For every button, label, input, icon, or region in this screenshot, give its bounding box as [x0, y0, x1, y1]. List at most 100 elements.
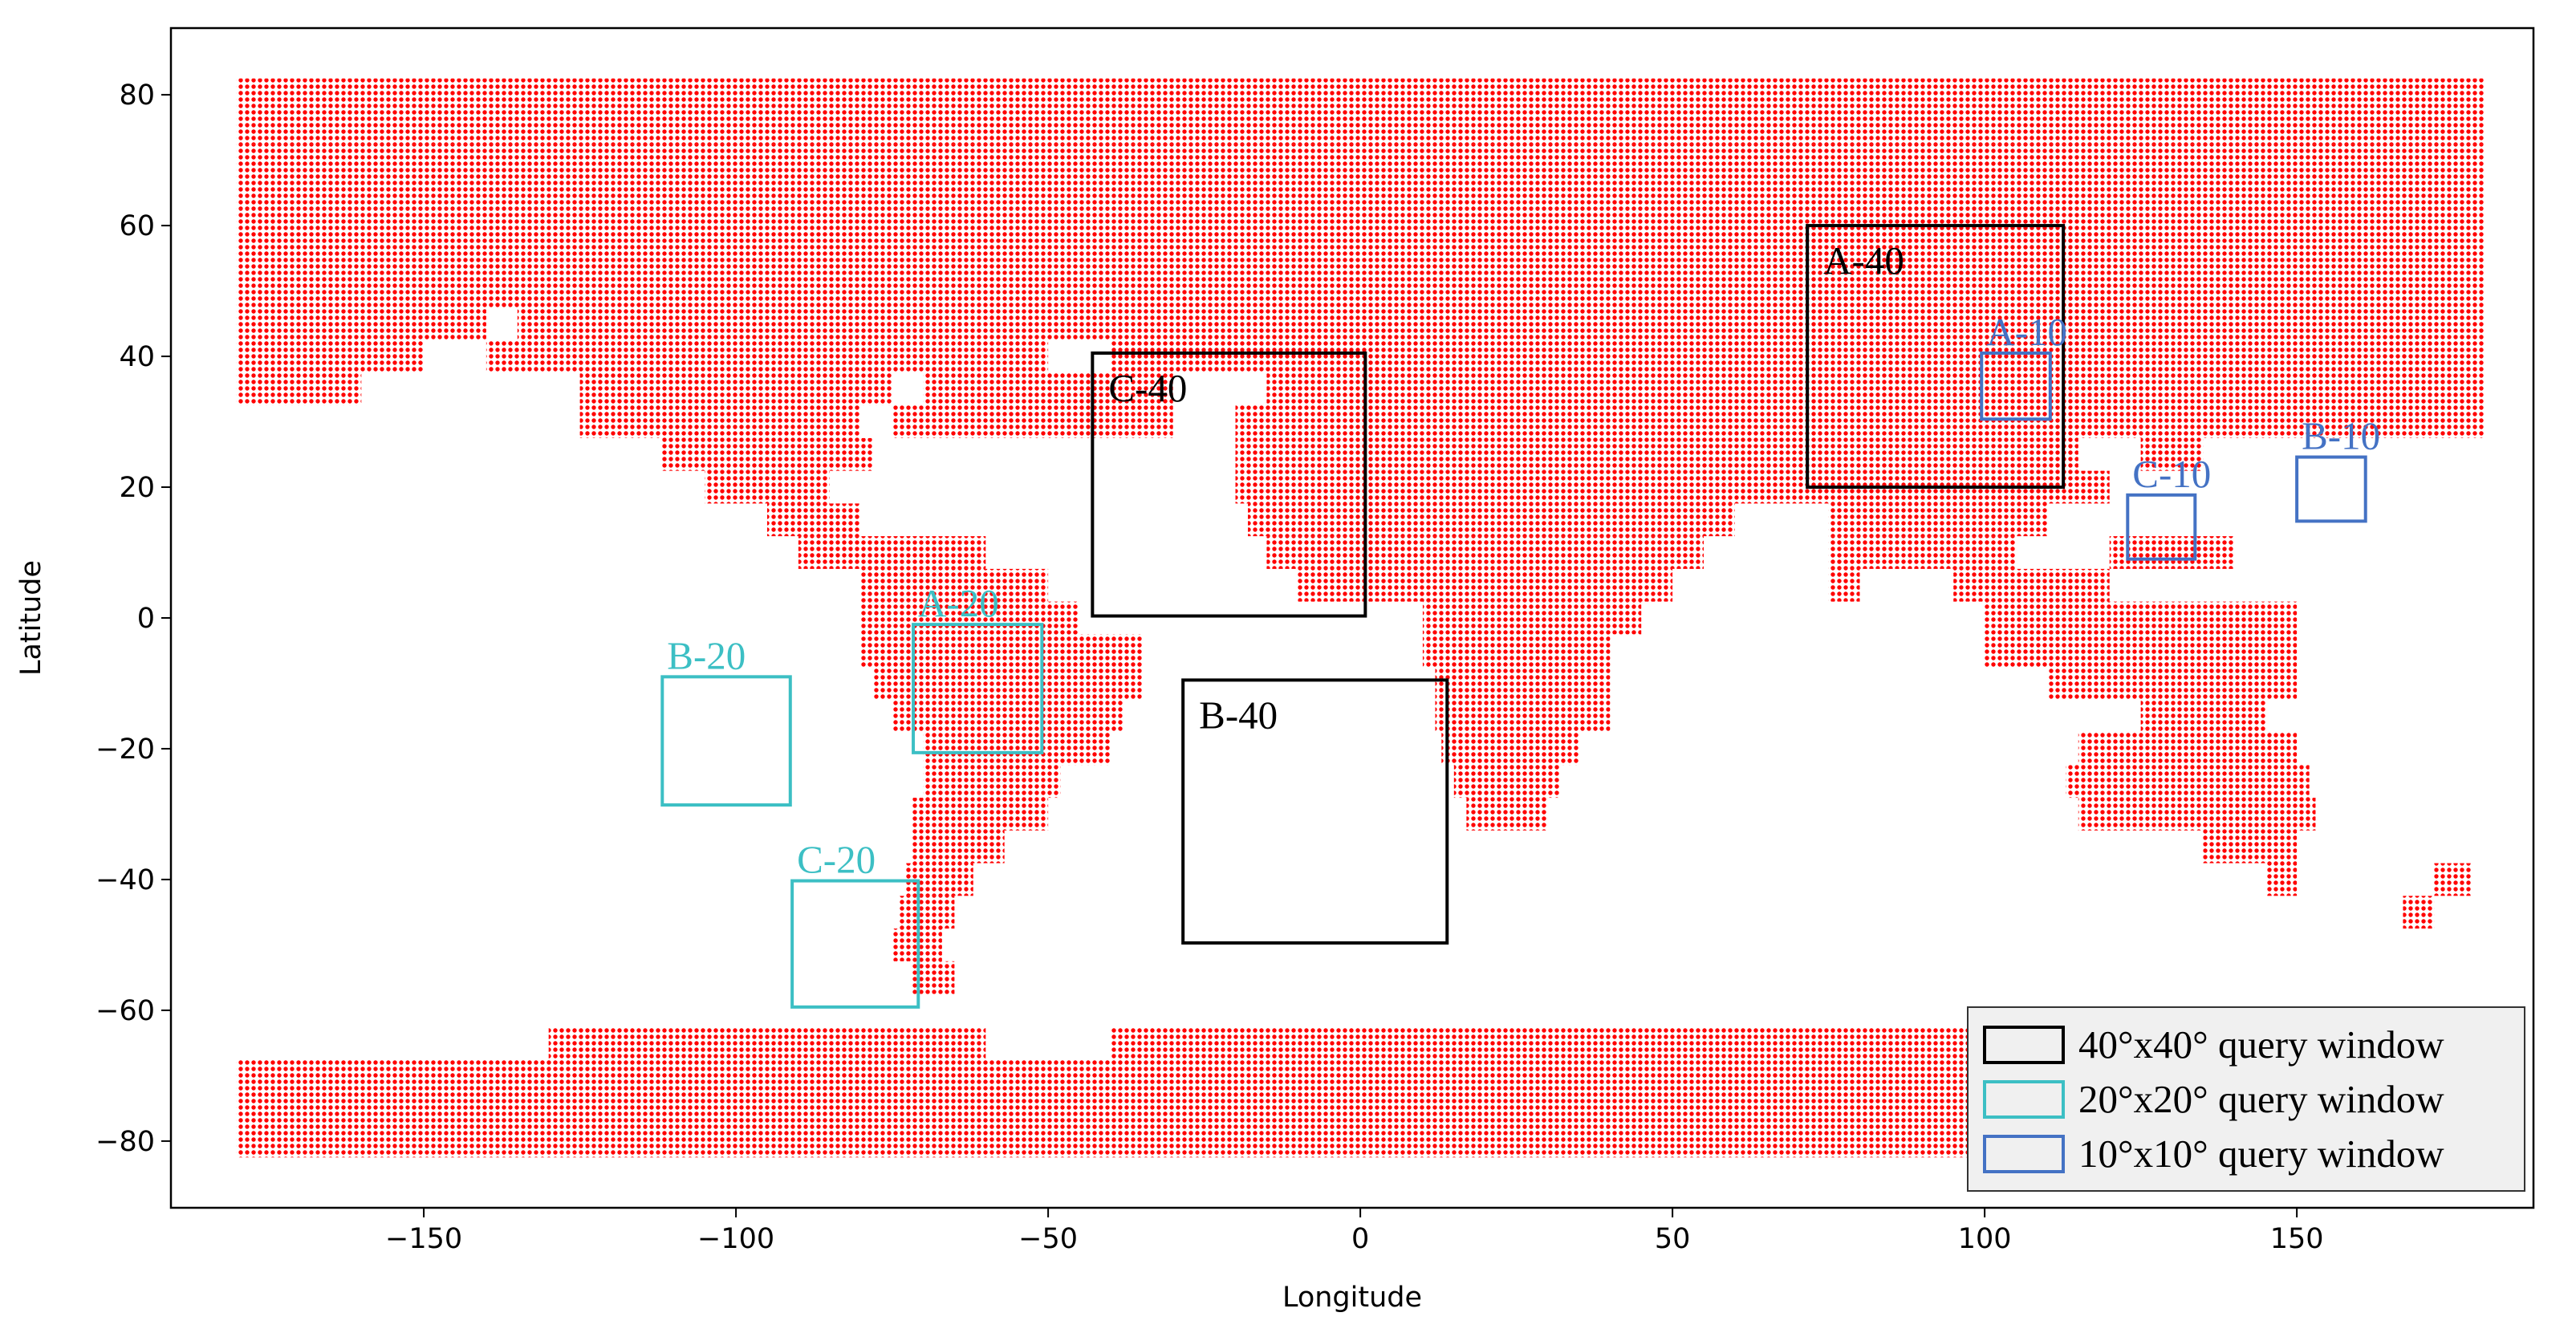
point-band	[2109, 536, 2235, 569]
query-window	[660, 675, 792, 807]
x-tick-label: −150	[385, 1223, 462, 1255]
point-band	[236, 209, 2485, 242]
point-band	[1422, 634, 1611, 668]
query-window	[1980, 351, 2052, 421]
point-band	[923, 732, 1111, 766]
window-label: B-10	[2302, 414, 2380, 458]
point-band	[860, 568, 1049, 602]
y-tick-label: 0	[137, 603, 155, 635]
window-label: C-40	[1108, 366, 1187, 410]
y-tick-label: 80	[119, 79, 155, 112]
x-tick-label: 0	[1351, 1223, 1369, 1255]
point-band	[1441, 732, 1579, 766]
point-band	[923, 372, 1173, 406]
point-band	[660, 437, 874, 471]
x-tick-label: 100	[1958, 1223, 2012, 1255]
x-tick-label: −100	[697, 1223, 774, 1255]
point-band	[1422, 601, 1642, 635]
point-band	[1828, 536, 2017, 569]
point-band	[1298, 568, 1673, 602]
x-axis-label: Longitude	[1282, 1282, 1422, 1314]
point-band	[1466, 798, 1548, 831]
y-axis-label: Latitude	[15, 560, 47, 676]
point-band	[910, 830, 1005, 864]
legend-label: 10°x10° query window	[2078, 1132, 2444, 1176]
point-band	[1110, 339, 2485, 373]
point-band	[892, 405, 1173, 438]
point-band	[898, 896, 955, 929]
query-window	[2126, 493, 2197, 561]
point-band	[2403, 896, 2435, 929]
point-band	[2078, 732, 2298, 766]
window-label: C-10	[2132, 452, 2211, 496]
window-label: B-40	[1199, 693, 1278, 737]
point-band	[860, 634, 1142, 668]
point-band	[2066, 765, 2310, 799]
point-band	[236, 307, 486, 340]
point-band	[1435, 699, 1611, 733]
point-band	[2140, 699, 2266, 733]
point-band	[548, 1026, 986, 1060]
point-band	[892, 699, 1123, 733]
query-window	[790, 879, 920, 1009]
y-tick-label: −20	[95, 733, 155, 766]
window-label: B-20	[667, 633, 746, 677]
point-band	[1266, 372, 2485, 406]
point-band	[1435, 667, 1611, 700]
y-tick-label: −60	[95, 995, 155, 1027]
point-band	[1235, 437, 2078, 471]
point-band	[910, 798, 1049, 831]
point-band	[798, 536, 986, 569]
point-band	[1828, 568, 1860, 602]
point-band	[236, 242, 2485, 275]
window-label: A-40	[1823, 238, 1904, 282]
point-band	[236, 176, 2485, 209]
point-band	[1266, 536, 1704, 569]
point-band	[579, 372, 892, 406]
point-band	[236, 144, 2485, 177]
point-band	[1985, 601, 2298, 635]
point-band	[236, 274, 2485, 307]
y-tick-label: 40	[119, 341, 155, 373]
point-band	[1953, 568, 2110, 602]
y-tick-label: 20	[119, 472, 155, 504]
point-band	[1828, 503, 2047, 537]
window-label: A-20	[918, 581, 999, 625]
query-window	[912, 623, 1044, 754]
x-tick-label: −50	[1018, 1223, 1078, 1255]
point-band	[1248, 503, 1735, 537]
query-window	[1091, 351, 1367, 618]
point-band	[923, 765, 1061, 799]
point-band	[486, 339, 1049, 373]
legend-swatch	[1983, 1080, 2065, 1119]
point-band	[2434, 863, 2472, 896]
point-band	[2046, 667, 2298, 700]
window-label: A-10	[1986, 310, 2067, 354]
x-tick-label: 50	[1655, 1223, 1691, 1255]
point-band	[1985, 634, 2298, 668]
point-band	[705, 470, 830, 504]
query-window	[2295, 455, 2367, 523]
point-band	[873, 667, 1142, 700]
point-band	[236, 339, 425, 373]
window-label: C-20	[797, 838, 876, 882]
point-band	[767, 503, 861, 537]
point-band	[2265, 863, 2298, 896]
point-band	[517, 307, 2485, 340]
y-tick-label: −40	[95, 864, 155, 896]
legend-label: 40°x40° query window	[2078, 1022, 2444, 1067]
legend-swatch	[1983, 1026, 2065, 1064]
point-band	[236, 111, 2485, 144]
point-band	[2078, 798, 2316, 831]
query-window	[1806, 224, 2066, 490]
point-band	[236, 372, 362, 406]
point-band	[579, 405, 861, 438]
query-window	[1181, 678, 1449, 945]
point-band	[236, 78, 2485, 112]
point-band	[1453, 765, 1561, 799]
y-tick-label: 60	[119, 210, 155, 242]
point-band	[2203, 830, 2298, 864]
point-band	[1235, 405, 2485, 438]
legend-swatch	[1983, 1135, 2065, 1173]
